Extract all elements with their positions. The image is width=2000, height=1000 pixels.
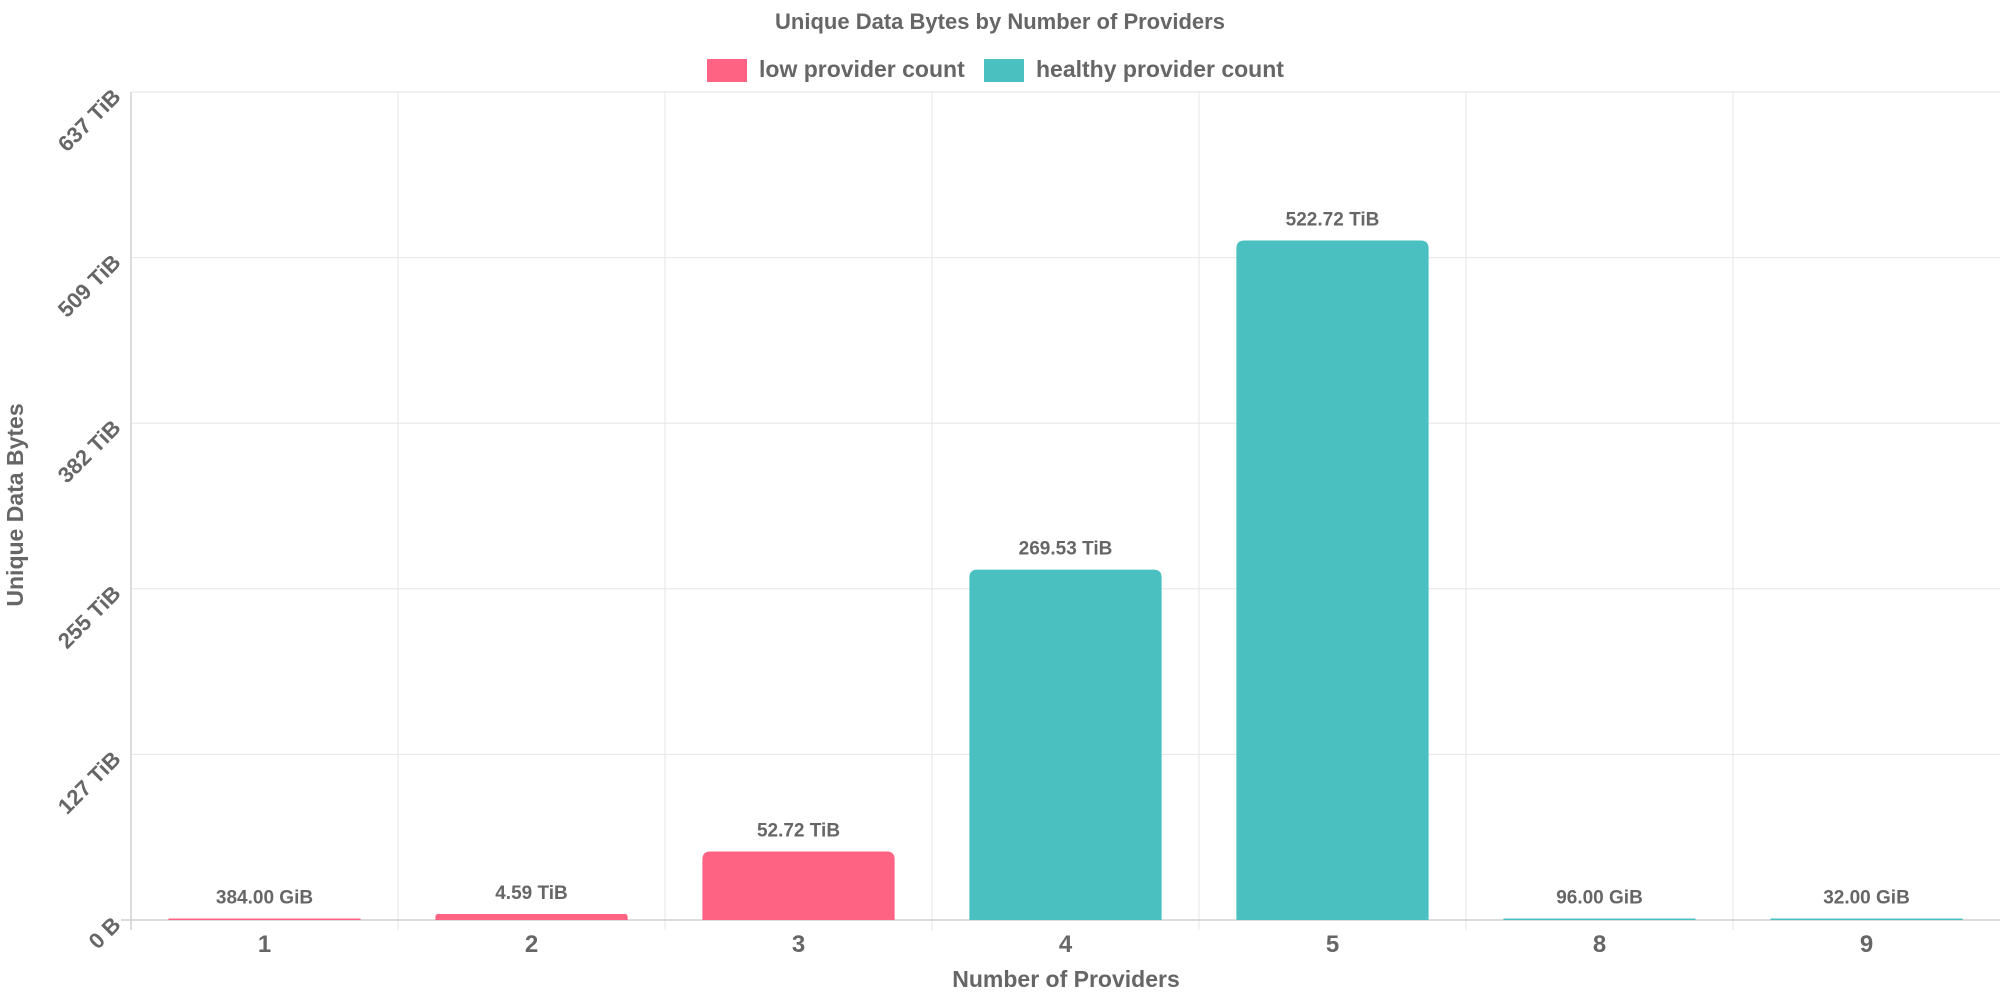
y-tick-label: 127 TiB <box>53 746 126 819</box>
y-axis-title: Unique Data Bytes <box>2 403 28 606</box>
bar-3[interactable] <box>702 851 895 920</box>
legend-swatch[interactable] <box>707 59 747 82</box>
data-label-9: 32.00 GiB <box>1823 888 1910 909</box>
data-label-4: 269.53 TiB <box>1019 539 1113 560</box>
chart-title: Unique Data Bytes by Number of Providers <box>775 9 1225 34</box>
x-tick-label-8: 8 <box>1593 931 1606 958</box>
data-label-5: 522.72 TiB <box>1286 210 1380 231</box>
y-tick-label: 0 B <box>84 912 126 954</box>
data-label-3: 52.72 TiB <box>757 820 840 841</box>
data-label-1: 384.00 GiB <box>216 888 313 909</box>
x-tick-label-9: 9 <box>1860 931 1873 958</box>
x-tick-label-4: 4 <box>1059 931 1073 958</box>
bar-1[interactable] <box>168 918 361 921</box>
bar-2[interactable] <box>435 914 628 920</box>
data-labels: 384.00 GiB 4.59 TiB 52.72 TiB 269.53 TiB 522… <box>216 210 1910 909</box>
x-axis-ticks: 1 2 3 4 5 8 9 <box>258 931 1873 958</box>
x-tick-label-3: 3 <box>792 931 805 958</box>
y-tick-label: 382 TiB <box>53 415 126 488</box>
bar-9[interactable] <box>1770 918 1963 921</box>
y-tick-label: 637 TiB <box>53 84 126 157</box>
x-tick-label-1: 1 <box>258 931 271 958</box>
legend-swatch[interactable] <box>984 59 1024 82</box>
legend: low provider count healthy provider count <box>707 56 1284 82</box>
bar-8[interactable] <box>1503 918 1696 921</box>
y-axis-ticks: 0 B 127 TiB 255 TiB 382 TiB 509 TiB 637 TiB <box>53 84 126 954</box>
legend-label[interactable]: healthy provider count <box>1036 56 1284 82</box>
x-axis-title: Number of Providers <box>952 966 1180 992</box>
data-label-8: 96.00 GiB <box>1556 888 1643 909</box>
y-tick-label: 509 TiB <box>53 249 126 322</box>
x-tick-label-5: 5 <box>1326 931 1339 958</box>
data-label-2: 4.59 TiB <box>495 883 568 904</box>
bar-4[interactable] <box>969 569 1162 920</box>
bars <box>168 240 1963 921</box>
y-tick-label: 255 TiB <box>53 581 126 654</box>
bar-5[interactable] <box>1236 240 1429 920</box>
legend-label[interactable]: low provider count <box>759 56 965 82</box>
x-tick-label-2: 2 <box>525 931 538 958</box>
